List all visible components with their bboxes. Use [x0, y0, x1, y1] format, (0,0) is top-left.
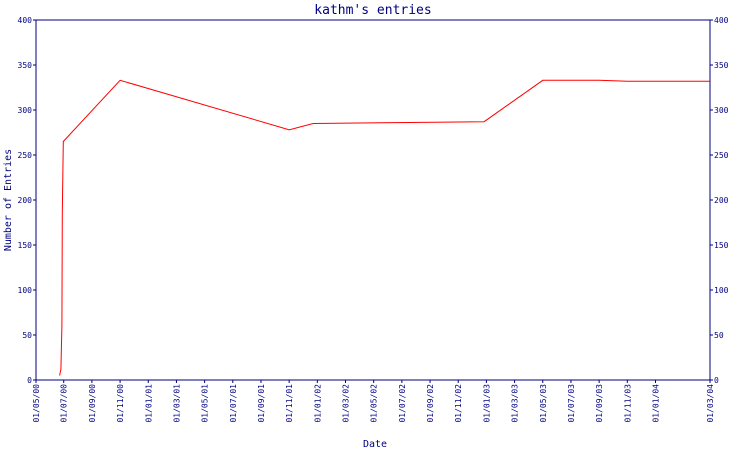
y-tick-label-right: 150 — [714, 241, 729, 250]
y-tick-label-right: 350 — [714, 61, 729, 70]
y-tick-label-left: 0 — [27, 376, 32, 385]
x-tick-label: 01/07/00 — [60, 384, 69, 423]
x-tick-label: 01/11/01 — [285, 384, 294, 423]
y-axis-label: Number of Entries — [3, 149, 14, 251]
x-tick-label: 01/05/01 — [201, 384, 210, 423]
x-tick-label: 01/07/02 — [398, 384, 407, 423]
y-ticks-left: 0 50 100 150 200 250 300 350 400 — [18, 16, 36, 385]
x-tick-label: 01/03/01 — [172, 384, 181, 423]
x-axis-label: Date — [363, 439, 387, 450]
x-tick-label: 01/09/02 — [426, 384, 435, 423]
y-ticks-right: 0 50 100 150 200 250 300 350 400 — [710, 16, 729, 385]
y-tick-label-left: 100 — [18, 286, 33, 295]
x-tick-label: 01/03/04 — [706, 384, 715, 423]
y-tick-label-left: 250 — [18, 151, 33, 160]
x-tick-label: 01/11/02 — [454, 384, 463, 423]
x-tick-label: 01/11/03 — [623, 384, 632, 423]
y-tick-label-right: 250 — [714, 151, 729, 160]
x-tick-label: 01/09/00 — [88, 384, 97, 423]
y-tick-label-right: 200 — [714, 196, 729, 205]
x-tick-label: 01/07/03 — [567, 384, 576, 423]
x-tick-label: 01/01/01 — [144, 384, 153, 423]
x-tick-label: 01/09/03 — [595, 384, 604, 423]
y-tick-label-right: 300 — [714, 106, 729, 115]
chart-title: kathm's entries — [314, 3, 431, 18]
y-tick-label-left: 200 — [18, 196, 33, 205]
y-tick-label-left: 300 — [18, 106, 33, 115]
plot-frame — [35, 19, 711, 381]
x-ticks: 01/05/00 01/07/00 01/09/00 01/11/00 01/01/01… — [32, 380, 715, 423]
y-tick-label-left: 50 — [22, 331, 32, 340]
series-group — [59, 79, 710, 376]
x-tick-label: 01/01/02 — [313, 384, 322, 423]
y-tick-label-right: 50 — [714, 331, 724, 340]
axes — [35, 19, 711, 381]
x-tick-label: 01/05/02 — [370, 384, 379, 423]
y-tick-label-left: 350 — [18, 61, 33, 70]
y-tick-label-right: 0 — [714, 376, 719, 385]
x-tick-label: 01/07/01 — [229, 384, 238, 423]
x-tick-label: 01/01/04 — [651, 384, 660, 423]
y-tick-label-right: 400 — [714, 16, 729, 25]
x-tick-label: 01/11/00 — [116, 384, 125, 423]
y-tick-label-left: 400 — [18, 16, 33, 25]
series-line — [59, 79, 710, 376]
x-tick-label: 01/03/03 — [511, 384, 520, 423]
x-tick-label: 01/05/03 — [539, 384, 548, 423]
y-tick-label-right: 100 — [714, 286, 729, 295]
x-tick-label: 01/09/01 — [257, 384, 266, 423]
y-tick-label-left: 150 — [18, 241, 33, 250]
x-tick-label: 01/05/00 — [32, 384, 41, 423]
x-tick-label: 01/03/02 — [342, 384, 351, 423]
x-tick-label: 01/01/03 — [482, 384, 491, 423]
